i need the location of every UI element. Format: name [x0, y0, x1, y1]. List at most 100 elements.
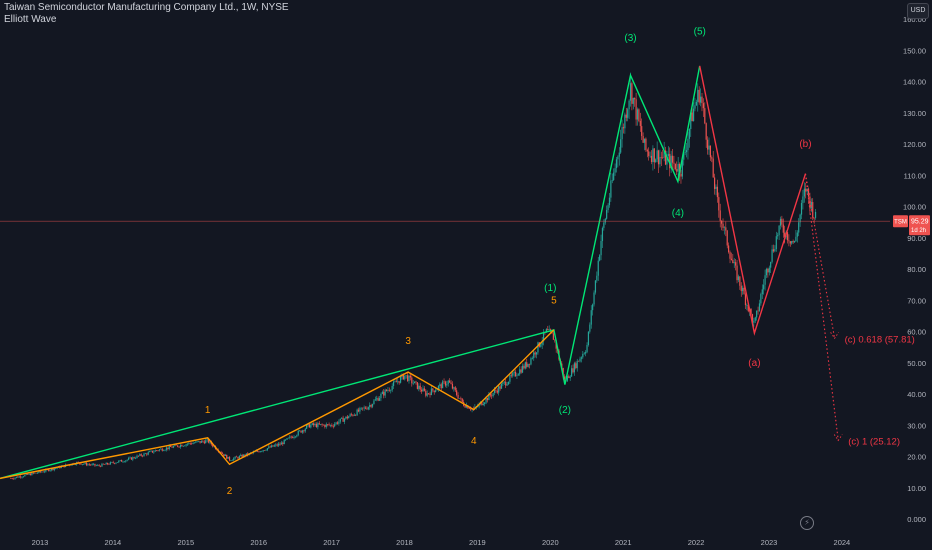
candle-body [144, 453, 147, 455]
projection-label: (c) 1 (25.12) [848, 437, 900, 448]
candle-body [636, 109, 639, 120]
candle-body [313, 423, 315, 426]
candle-body [92, 463, 95, 465]
projection-arrow [830, 332, 839, 340]
candle-body [468, 408, 470, 410]
candle-body [376, 398, 378, 400]
candle-body [754, 317, 756, 321]
candle-body [507, 381, 510, 385]
candle-body [435, 390, 437, 393]
candle-body [534, 352, 536, 355]
candle-body [342, 417, 344, 422]
candle-body [343, 418, 346, 422]
candle-body [590, 310, 592, 325]
time-tick-label: 2022 [688, 538, 705, 547]
candle-body [778, 225, 780, 236]
candle-body [283, 439, 285, 445]
candle-body [224, 454, 226, 456]
candle-body [517, 374, 519, 376]
candle-body [294, 436, 297, 438]
time-axis[interactable]: 2013 2014 2015 2016 2017 2018 2019 2020 2021 2022… [32, 538, 851, 547]
candle-body [411, 377, 413, 384]
candle-body [458, 398, 461, 400]
candle-body [712, 158, 714, 178]
candle-body [666, 156, 668, 165]
candle-body [147, 452, 149, 455]
candle-body [102, 463, 104, 465]
candle-body [381, 391, 383, 394]
candle-body [725, 227, 727, 231]
candle-body [545, 329, 547, 333]
candle-body [642, 136, 644, 143]
candle-body [263, 450, 266, 451]
candle-body [656, 150, 658, 160]
candle-body [45, 469, 47, 472]
candle-body [756, 310, 758, 318]
price-tick-label: 30.00 [907, 421, 926, 430]
candle-body [266, 448, 268, 451]
candle-body [753, 320, 755, 323]
candle-body [402, 374, 404, 380]
candle-body [812, 202, 814, 218]
candle-body [192, 443, 194, 445]
candle-body [740, 285, 742, 292]
candle-body [751, 314, 754, 323]
candle-body [631, 83, 633, 104]
candle-body [207, 439, 210, 443]
price-axis[interactable]: 0.000 10.00 20.00 30.00 40.00 50.00 60.00 70.00… [903, 15, 926, 524]
candle-body [231, 460, 233, 461]
indicator-name: Elliott Wave [4, 14, 57, 25]
candle-body [228, 456, 231, 461]
candle-body [119, 460, 121, 461]
candle-body [535, 352, 538, 355]
candle-body [491, 395, 493, 397]
candle-body [314, 424, 316, 426]
candle-body [286, 438, 288, 440]
candle-body [182, 445, 184, 447]
wave-label: (a) [748, 358, 760, 369]
candle-body [705, 123, 707, 140]
candle-body [32, 472, 34, 474]
candle-body [758, 303, 761, 311]
candle-body [547, 329, 549, 330]
candle-body [167, 447, 169, 450]
candle-body [322, 424, 325, 426]
candle-body [770, 261, 772, 268]
candle-body [610, 180, 612, 198]
candle-body [742, 287, 744, 292]
candle-body [736, 265, 738, 281]
candle-body [223, 453, 225, 456]
candle-body [618, 152, 620, 157]
candle-body [139, 454, 141, 456]
candle-body [625, 114, 627, 118]
projection-line [804, 173, 839, 441]
candle-body [505, 381, 507, 386]
candle-body [721, 220, 723, 224]
candle-body [275, 444, 277, 446]
currency-button[interactable]: USD [907, 3, 929, 19]
candle-body [85, 462, 88, 466]
candle-body [22, 476, 25, 478]
candle-body [39, 471, 41, 473]
price-tick-label: 70.00 [907, 296, 926, 305]
candle-body [300, 430, 302, 433]
candle-body [428, 393, 430, 394]
candle-body [580, 357, 583, 359]
candle-body [122, 461, 124, 463]
candle-body [15, 476, 18, 478]
candle-body [512, 373, 514, 376]
candle-body [704, 108, 706, 124]
candle-body [798, 222, 800, 233]
candle-body [641, 126, 643, 137]
candle-body [765, 268, 768, 276]
candle-body [270, 445, 273, 448]
candle-body [729, 252, 731, 259]
candle-body [10, 478, 12, 479]
lightning-icon[interactable]: ⚡ [800, 516, 814, 530]
candle-body [732, 259, 734, 264]
candle-body [150, 450, 152, 452]
candle-body [788, 240, 790, 242]
candle-body [606, 209, 608, 219]
candle-body [200, 440, 203, 443]
